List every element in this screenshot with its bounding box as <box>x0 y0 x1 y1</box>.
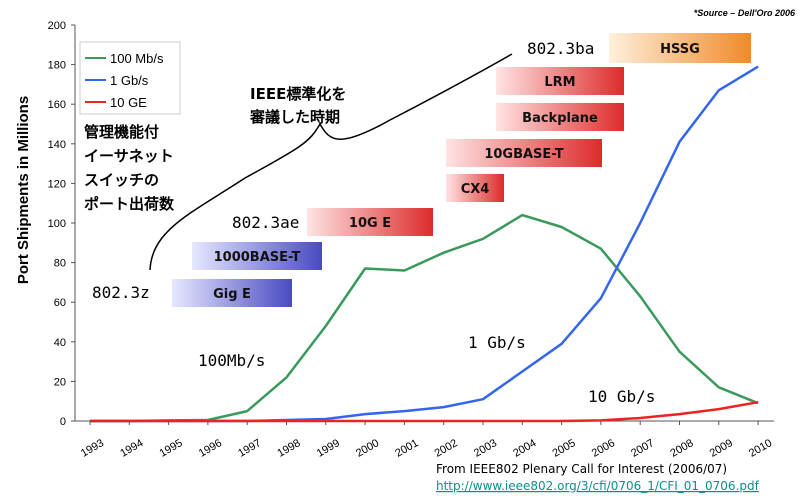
y-tick-label: 160 <box>48 99 66 111</box>
x-tick-label: 1999 <box>315 437 342 460</box>
x-tick-label: 1994 <box>118 437 145 460</box>
box-cx4: CX4 <box>446 174 504 202</box>
series-line-100mb <box>90 213 759 423</box>
ieee-caption-line-1: IEEE標準化を <box>250 85 346 103</box>
tech-boxes: Gig E 1000BASE-T 10G E CX4 10GBASE-T Bac… <box>172 33 751 307</box>
jp-caption-line-3: スイッチの <box>84 171 159 189</box>
x-tick-label: 2006 <box>590 437 617 460</box>
box-lrm-label: LRM <box>544 75 575 90</box>
x-tick-label: 1995 <box>157 437 184 460</box>
x-tick-label: 2004 <box>511 437 538 460</box>
y-tick-label: 80 <box>54 258 66 270</box>
series-line-1gb <box>90 65 759 423</box>
box-1000base-t: 1000BASE-T <box>192 242 322 270</box>
x-tick-label: 2005 <box>550 437 577 460</box>
jp-caption-line-2: イーサネット <box>84 147 174 165</box>
x-tick-label: 2010 <box>747 437 774 460</box>
legend-label-10ge: 10 GE <box>110 95 147 110</box>
y-tick-label: 100 <box>48 218 66 230</box>
box-gig-e: Gig E <box>172 279 292 307</box>
ieee-caption-line-2: 審議した時期 <box>249 108 340 126</box>
legend: 100 Mb/s 1 Gb/s 10 GE <box>79 41 181 115</box>
annotation-1gb: 1 Gb/s <box>468 333 526 352</box>
std-label-802-3ba: 802.3ba <box>527 39 594 58</box>
x-tick-label: 2001 <box>393 437 420 460</box>
box-hssg: HSSG <box>609 33 751 63</box>
box-backplane: Backplane <box>496 103 624 131</box>
y-tick-label: 120 <box>48 178 66 190</box>
box-hssg-label: HSSG <box>660 42 700 57</box>
y-tick-label: 20 <box>54 376 66 388</box>
box-gig-e-label: Gig E <box>213 287 251 302</box>
jp-caption-line-4: ポート出荷数 <box>84 195 175 213</box>
x-tick-label: 2007 <box>629 437 656 460</box>
y-tick-label: 60 <box>54 297 66 309</box>
x-tick-label: 2000 <box>354 437 381 460</box>
series-line-10ge <box>90 400 759 423</box>
box-cx4-label: CX4 <box>461 182 490 197</box>
series-lines <box>90 65 759 423</box>
footer-credit: From IEEE802 Plenary Call for Interest (… <box>436 462 727 476</box>
annotation-10gb: 10 Gb/s <box>588 387 655 406</box>
box-10gbase-t: 10GBASE-T <box>446 139 602 167</box>
x-tick-label: 2003 <box>472 437 499 460</box>
std-label-802-3z: 802.3z <box>92 283 150 302</box>
legend-label-1gb: 1 Gb/s <box>110 73 149 88</box>
x-tick-label: 2002 <box>433 437 460 460</box>
legend-label-100mb: 100 Mb/s <box>110 51 164 66</box>
y-tick-label: 200 <box>48 20 66 32</box>
box-10gbase-t-label: 10GBASE-T <box>484 147 563 162</box>
y-tick-label: 40 <box>54 337 66 349</box>
x-tick-label: 1998 <box>275 437 302 460</box>
y-axis-label: Port Shipments in Millions <box>15 96 32 284</box>
jp-caption-line-1: 管理機能付 <box>84 123 159 141</box>
box-backplane-label: Backplane <box>522 111 598 126</box>
x-tick-label: 2009 <box>708 437 735 460</box>
x-tick-label: 1993 <box>79 437 106 460</box>
ieee-period-brace <box>149 53 513 271</box>
x-tick-label: 1997 <box>236 437 263 460</box>
box-lrm: LRM <box>496 67 624 95</box>
y-tick-label: 180 <box>48 60 66 72</box>
box-10g-e: 10G E <box>307 208 433 236</box>
x-tick-label: 2008 <box>668 437 695 460</box>
footer-url-link[interactable]: http://www.ieee802.org/3/cfi/0706_1/CFI_… <box>436 479 760 493</box>
box-1000base-t-label: 1000BASE-T <box>214 250 301 265</box>
x-tick-label: 1996 <box>197 437 224 460</box>
std-label-802-3ae: 802.3ae <box>232 213 299 232</box>
y-tick-label: 0 <box>60 416 66 428</box>
annotation-100mb: 100Mb/s <box>198 351 265 370</box>
jp-caption: 管理機能付 イーサネット スイッチの ポート出荷数 <box>84 123 175 213</box>
source-note: *Source – Dell'Oro 2006 <box>694 8 796 18</box>
y-tick-label: 140 <box>48 139 66 151</box>
box-10g-e-label: 10G E <box>349 216 391 231</box>
